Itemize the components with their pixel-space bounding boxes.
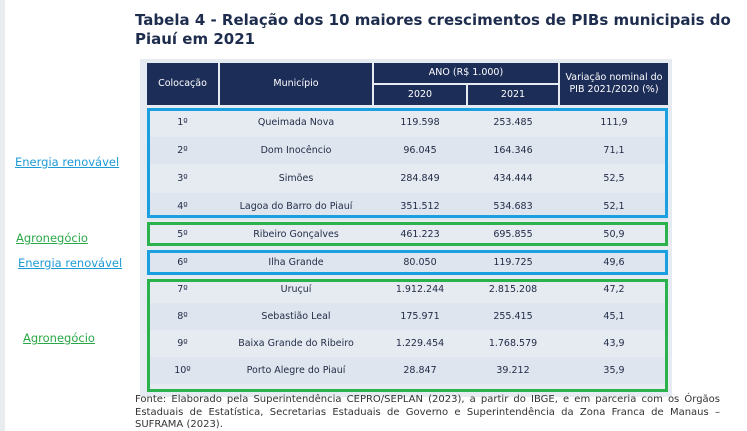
cell-2020: 284.849 (400, 173, 440, 184)
cell-municipality: Ilha Grande (268, 257, 324, 268)
label-renewable-2: Energia renovável (18, 256, 123, 270)
cell-variation: 47,2 (603, 284, 625, 295)
table-row: 9º Baixa Grande do Ribeiro 1.229.454 1.7… (147, 330, 668, 357)
cell-position: 5º (177, 229, 188, 240)
source-note: Fonte: Elaborado pela Superintendência C… (135, 394, 720, 430)
table-row: 1º Queimada Nova 119.598 253.485 111,9 (147, 109, 668, 136)
cell-position: 9º (177, 338, 188, 349)
cell-2021: 119.725 (493, 257, 533, 268)
group-box-agribusiness-1 (147, 222, 668, 246)
cell-municipality: Lagoa do Barro do Piauí (239, 201, 353, 212)
cell-position: 4º (177, 201, 188, 212)
left-margin-strip (0, 0, 5, 431)
cell-2020: 96.045 (403, 145, 437, 156)
table-row: 6º Ilha Grande 80.050 119.725 49,6 (147, 250, 668, 275)
cell-position: 1º (177, 117, 188, 128)
label-agribusiness-1: Agronegócio (16, 231, 88, 245)
table-row: 5º Ribeiro Gonçalves 461.223 695.855 50,… (147, 222, 668, 247)
cell-variation: 35,9 (603, 365, 625, 376)
group-box-renewable-2 (147, 250, 668, 275)
header-year-group: ANO (R$ 1.000) (374, 63, 558, 83)
cell-position: 8º (177, 311, 188, 322)
cell-variation: 43,9 (603, 338, 625, 349)
cell-variation: 45,1 (603, 311, 625, 322)
group-box-agribusiness-2 (147, 279, 668, 392)
group-box-renewable-1 (147, 108, 668, 218)
cell-2021: 695.855 (493, 229, 533, 240)
cell-position: 3º (177, 173, 188, 184)
cell-municipality: Sebastião Leal (261, 311, 331, 322)
cell-variation: 50,9 (603, 229, 625, 240)
cell-2021: 534.683 (493, 201, 533, 212)
table-row: 3º Simões 284.849 434.444 52,5 (147, 165, 668, 192)
cell-2020: 461.223 (400, 229, 440, 240)
header-variation: Variação nominal do PIB 2021/2020 (%) (560, 63, 668, 105)
cell-municipality: Queimada Nova (257, 117, 335, 128)
cell-2020: 1.912.244 (395, 284, 445, 295)
cell-2020: 1.229.454 (395, 338, 445, 349)
label-agribusiness-2: Agronegócio (23, 331, 95, 345)
header-municipality: Município (220, 63, 372, 105)
cell-2021: 255.415 (493, 311, 533, 322)
header-2021: 2021 (468, 85, 558, 105)
table-title: Tabela 4 - Relação dos 10 maiores cresci… (135, 11, 731, 48)
cell-position: 7º (177, 284, 188, 295)
cell-variation: 71,1 (603, 145, 625, 156)
cell-variation: 52,5 (603, 173, 625, 184)
cell-2020: 28.847 (403, 365, 437, 376)
cell-variation: 111,9 (600, 117, 628, 128)
cell-2021: 1.768.579 (488, 338, 538, 349)
cell-2020: 175.971 (400, 311, 440, 322)
cell-municipality: Ribeiro Gonçalves (253, 229, 339, 240)
table-row: 10º Porto Alegre do Piauí 28.847 39.212 … (147, 357, 668, 384)
cell-2021: 253.485 (493, 117, 533, 128)
table-row: 8º Sebastião Leal 175.971 255.415 45,1 (147, 303, 668, 330)
cell-2021: 2.815.208 (488, 284, 538, 295)
label-renewable-1: Energia renovável (15, 155, 120, 169)
cell-variation: 52,1 (603, 201, 625, 212)
table-row: 2º Dom Inocêncio 96.045 164.346 71,1 (147, 137, 668, 164)
cell-2020: 351.512 (400, 201, 440, 212)
cell-2020: 119.598 (400, 117, 440, 128)
cell-position: 2º (177, 145, 188, 156)
cell-position: 6º (177, 257, 188, 268)
cell-2021: 164.346 (493, 145, 533, 156)
cell-municipality: Dom Inocêncio (260, 145, 332, 156)
cell-municipality: Porto Alegre do Piauí (246, 365, 346, 376)
header-position: Colocação (147, 63, 218, 105)
cell-2020: 80.050 (403, 257, 437, 268)
cell-municipality: Uruçuí (280, 284, 312, 295)
cell-municipality: Simões (278, 173, 314, 184)
cell-municipality: Baixa Grande do Ribeiro (238, 338, 354, 349)
table-background (140, 59, 672, 397)
cell-2021: 39.212 (496, 365, 530, 376)
header-2020: 2020 (374, 85, 466, 105)
cell-variation: 49,6 (603, 257, 625, 268)
table-row: 7º Uruçuí 1.912.244 2.815.208 47,2 (147, 279, 668, 301)
cell-2021: 434.444 (493, 173, 533, 184)
cell-position: 10º (174, 365, 191, 376)
